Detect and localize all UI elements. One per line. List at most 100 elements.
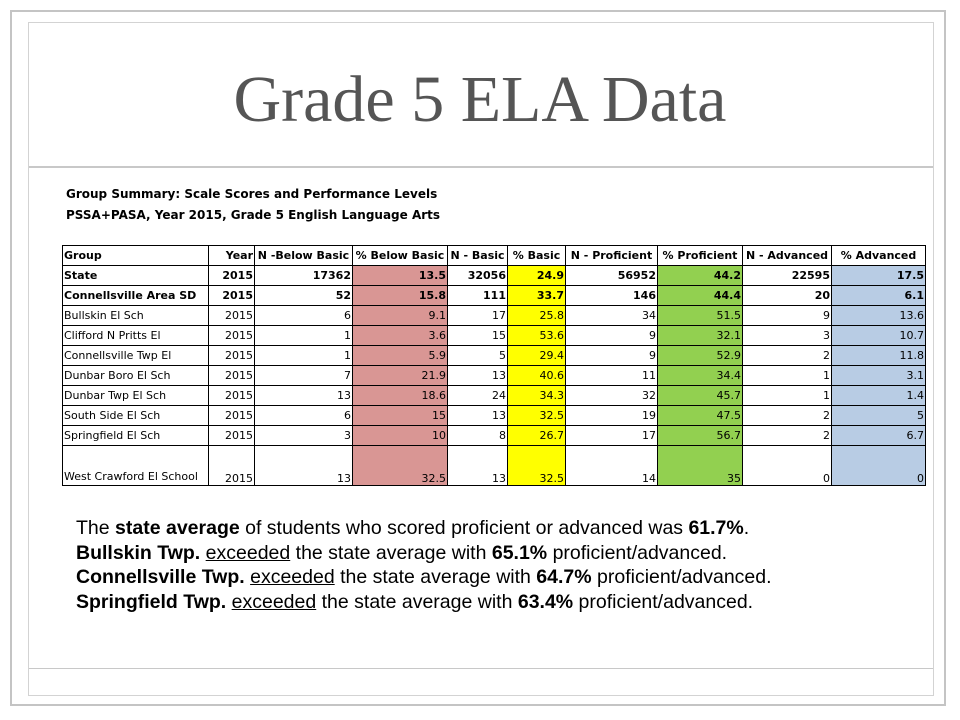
slide-title: Grade 5 ELA Data bbox=[233, 63, 727, 136]
cell-pct-basic: 29.4 bbox=[507, 345, 566, 366]
cell-pct-proficient: 44.2 bbox=[657, 265, 743, 286]
cell-pct-below-basic: 9.1 bbox=[352, 305, 448, 326]
cell-n-advanced: 1 bbox=[742, 365, 832, 386]
summary-text: The state average of students who scored… bbox=[76, 516, 936, 614]
table-header-row: Group Year N -Below Basic % Below Basic … bbox=[62, 245, 926, 266]
cell-n-proficient: 11 bbox=[565, 365, 658, 386]
cell-pct-proficient: 47.5 bbox=[657, 405, 743, 426]
summary-text-run: of students who scored proficient or adv… bbox=[239, 517, 689, 539]
cell-n-proficient: 56952 bbox=[565, 265, 658, 286]
cell-n-proficient: 19 bbox=[565, 405, 658, 426]
summary-text-run: . bbox=[743, 517, 750, 539]
summary-emphasis: Springfield Twp. bbox=[76, 590, 227, 613]
summary-percent: 61.7% bbox=[688, 517, 744, 539]
cell-pct-basic: 24.9 bbox=[507, 265, 566, 286]
cell-group: West Crawford El School bbox=[62, 445, 209, 486]
cell-group: Connellsville Twp El bbox=[62, 345, 209, 366]
cell-year: 2015 bbox=[208, 285, 255, 306]
cell-pct-below-basic: 18.6 bbox=[352, 385, 448, 406]
cell-pct-proficient: 35 bbox=[657, 445, 743, 486]
table-row: Connellsville Area SD 2015 52 15.8 111 3… bbox=[62, 285, 926, 306]
header-n-below-basic: N -Below Basic bbox=[254, 245, 353, 266]
cell-pct-advanced: 1.4 bbox=[831, 385, 926, 406]
summary-exceeded: exceeded bbox=[205, 541, 291, 564]
slide-outer-frame bbox=[10, 10, 946, 706]
header-pct-advanced: % Advanced bbox=[831, 245, 926, 266]
cell-n-basic: 17 bbox=[447, 305, 508, 326]
cell-n-advanced: 3 bbox=[742, 325, 832, 346]
header-year: Year bbox=[208, 245, 255, 266]
summary-percent: 64.7% bbox=[536, 566, 592, 588]
summary-springfield: Springfield Twp. exceeded the state aver… bbox=[76, 590, 936, 615]
cell-n-advanced: 2 bbox=[742, 405, 832, 426]
summary-text-run: proficient/advanced. bbox=[591, 566, 772, 588]
cell-n-advanced: 22595 bbox=[742, 265, 832, 286]
header-n-advanced: N - Advanced bbox=[742, 245, 832, 266]
cell-n-below-basic: 13 bbox=[254, 385, 353, 406]
cell-n-basic: 24 bbox=[447, 385, 508, 406]
header-group: Group bbox=[62, 245, 209, 266]
table-row: Springfield El Sch 2015 3 10 8 26.7 17 5… bbox=[62, 425, 926, 446]
cell-group: Dunbar Boro El Sch bbox=[62, 365, 209, 386]
cell-year: 2015 bbox=[208, 425, 255, 446]
cell-pct-proficient: 45.7 bbox=[657, 385, 743, 406]
cell-pct-advanced: 13.6 bbox=[831, 305, 926, 326]
table-row: South Side El Sch 2015 6 15 13 32.5 19 4… bbox=[62, 405, 926, 426]
cell-pct-advanced: 17.5 bbox=[831, 265, 926, 286]
table-row: Dunbar Boro El Sch 2015 7 21.9 13 40.6 1… bbox=[62, 365, 926, 386]
table-row: Clifford N Pritts El 2015 1 3.6 15 53.6 … bbox=[62, 325, 926, 346]
cell-n-proficient: 14 bbox=[565, 445, 658, 486]
cell-year: 2015 bbox=[208, 265, 255, 286]
cell-n-advanced: 2 bbox=[742, 345, 832, 366]
cell-year: 2015 bbox=[208, 345, 255, 366]
cell-n-basic: 111 bbox=[447, 285, 508, 306]
cell-pct-below-basic: 32.5 bbox=[352, 445, 448, 486]
cell-n-below-basic: 17362 bbox=[254, 265, 353, 286]
cell-n-below-basic: 7 bbox=[254, 365, 353, 386]
cell-group: Connellsville Area SD bbox=[62, 285, 209, 306]
cell-n-basic: 32056 bbox=[447, 265, 508, 286]
cell-pct-below-basic: 10 bbox=[352, 425, 448, 446]
cell-year: 2015 bbox=[208, 405, 255, 426]
cell-pct-proficient: 56.7 bbox=[657, 425, 743, 446]
cell-pct-basic: 33.7 bbox=[507, 285, 566, 306]
cell-n-advanced: 9 bbox=[742, 305, 832, 326]
summary-emphasis: state average bbox=[115, 517, 240, 539]
summary-bullskin: Bullskin Twp. exceeded the state average… bbox=[76, 541, 936, 566]
summary-percent: 63.4% bbox=[517, 590, 574, 613]
cell-n-proficient: 32 bbox=[565, 385, 658, 406]
cell-pct-advanced: 11.8 bbox=[831, 345, 926, 366]
cell-n-advanced: 0 bbox=[742, 445, 832, 486]
cell-n-proficient: 34 bbox=[565, 305, 658, 326]
cell-group: Dunbar Twp El Sch bbox=[62, 385, 209, 406]
cell-year: 2015 bbox=[208, 445, 255, 486]
table-row: West Crawford El School 2015 13 32.5 13 … bbox=[62, 445, 926, 486]
cell-n-basic: 13 bbox=[447, 365, 508, 386]
cell-n-proficient: 9 bbox=[565, 325, 658, 346]
cell-year: 2015 bbox=[208, 305, 255, 326]
header-n-basic: N - Basic bbox=[447, 245, 508, 266]
cell-n-basic: 5 bbox=[447, 345, 508, 366]
cell-n-below-basic: 3 bbox=[254, 425, 353, 446]
cell-n-below-basic: 6 bbox=[254, 305, 353, 326]
summary-emphasis: Connellsville Twp. bbox=[76, 566, 245, 588]
cell-pct-advanced: 6.1 bbox=[831, 285, 926, 306]
cell-pct-below-basic: 21.9 bbox=[352, 365, 448, 386]
header-pct-proficient: % Proficient bbox=[657, 245, 743, 266]
cell-year: 2015 bbox=[208, 325, 255, 346]
table-row: Connellsville Twp El 2015 1 5.9 5 29.4 9… bbox=[62, 345, 926, 366]
header-n-proficient: N - Proficient bbox=[565, 245, 658, 266]
summary-emphasis: Bullskin Twp. bbox=[76, 541, 201, 564]
cell-group: Bullskin El Sch bbox=[62, 305, 209, 326]
cell-group: Springfield El Sch bbox=[62, 425, 209, 446]
cell-n-proficient: 9 bbox=[565, 345, 658, 366]
header-pct-below-basic: % Below Basic bbox=[352, 245, 448, 266]
cell-n-proficient: 17 bbox=[565, 425, 658, 446]
cell-group: Clifford N Pritts El bbox=[62, 325, 209, 346]
cell-pct-below-basic: 15 bbox=[352, 405, 448, 426]
table-row: Bullskin El Sch 2015 6 9.1 17 25.8 34 51… bbox=[62, 305, 926, 326]
cell-pct-basic: 25.8 bbox=[507, 305, 566, 326]
cell-pct-advanced: 5 bbox=[831, 405, 926, 426]
cell-pct-below-basic: 5.9 bbox=[352, 345, 448, 366]
cell-pct-basic: 53.6 bbox=[507, 325, 566, 346]
